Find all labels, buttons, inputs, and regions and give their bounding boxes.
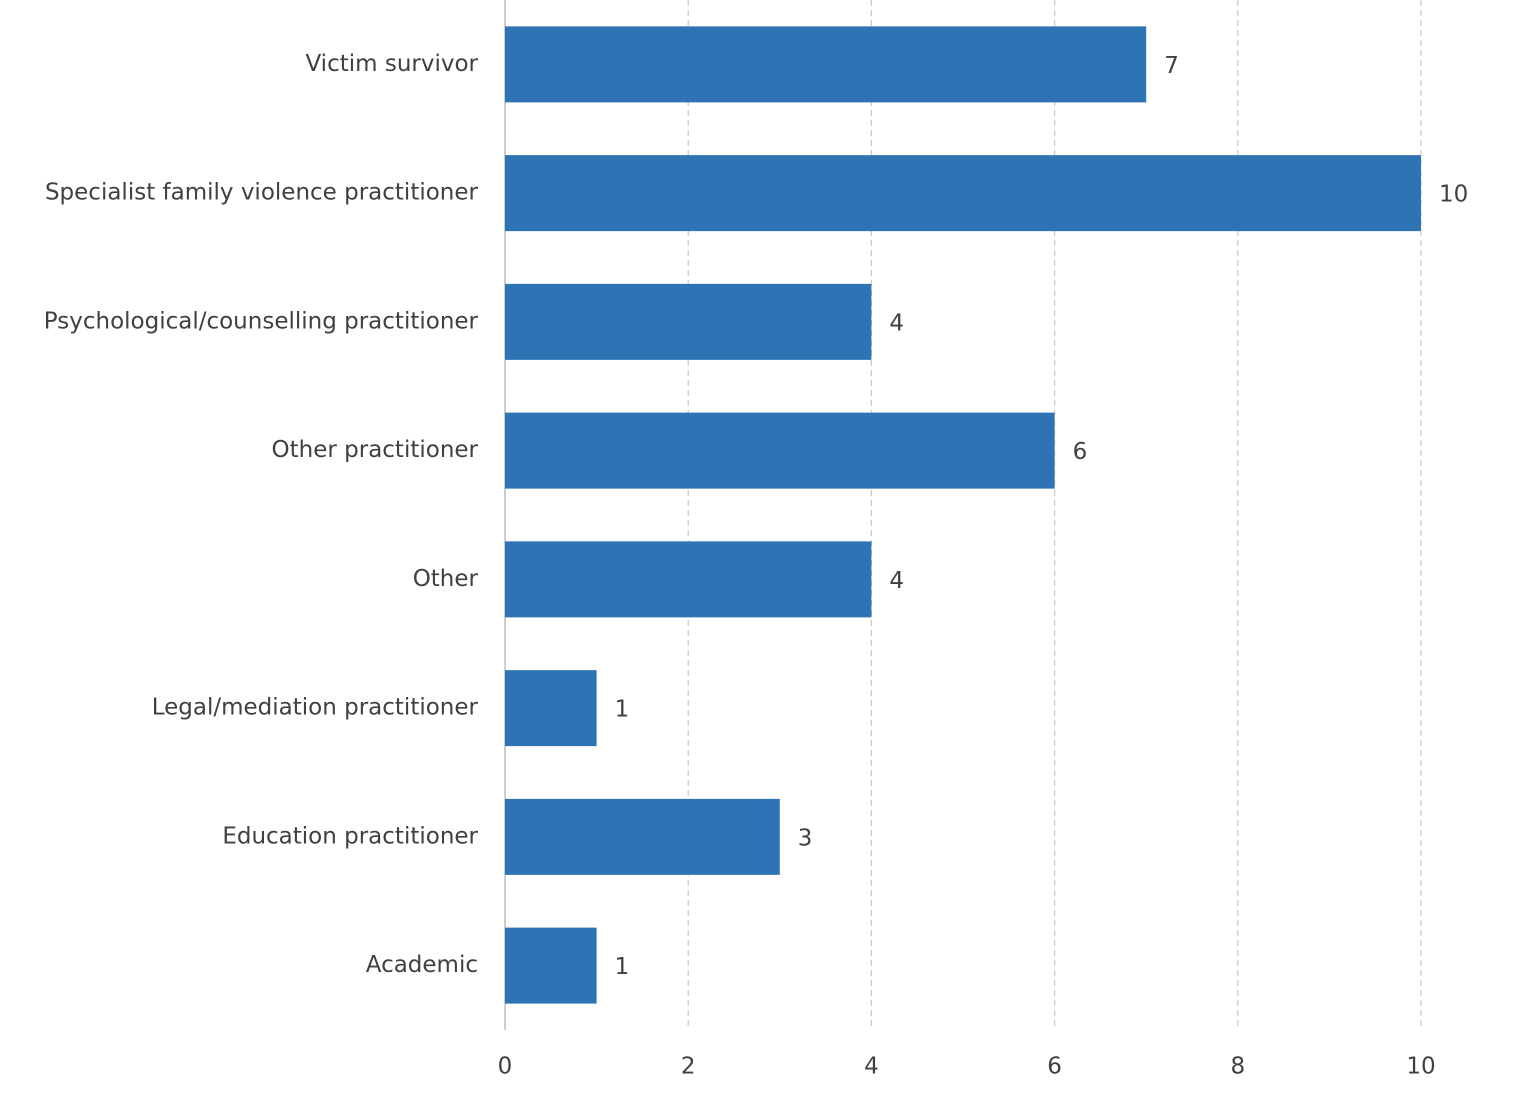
bar [505,155,1421,232]
x-tick-label: 6 [1047,1054,1062,1080]
value-label: 7 [1164,53,1179,79]
bar [505,927,597,1004]
y-tick-label: Other [413,566,479,592]
bar [505,670,597,747]
value-label: 1 [615,697,630,723]
x-tick-label: 4 [864,1054,879,1080]
x-tick-label: 10 [1406,1054,1435,1080]
y-tick-label: Legal/mediation practitioner [152,695,479,721]
y-tick-label: Victim survivor [305,51,478,77]
value-label: 6 [1073,439,1088,465]
x-tick-label: 2 [681,1054,696,1080]
bar [505,26,1147,103]
value-label: 10 [1439,182,1468,208]
value-label: 3 [798,825,813,851]
y-tick-label: Education practitioner [222,823,478,849]
bar [505,798,780,875]
y-tick-label: Academic [366,952,478,978]
bar [505,412,1055,489]
y-tick-label: Specialist family violence practitioner [45,180,479,206]
value-label: 4 [889,568,904,594]
value-label: 4 [889,310,904,336]
value-label: 1 [615,954,630,980]
x-tick-label: 8 [1230,1054,1245,1080]
bar [505,541,872,618]
y-tick-label: Psychological/counselling practitioner [44,308,479,334]
y-tick-label: Other practitioner [272,437,479,463]
x-tick-label: 0 [498,1054,513,1080]
bar [505,283,872,360]
